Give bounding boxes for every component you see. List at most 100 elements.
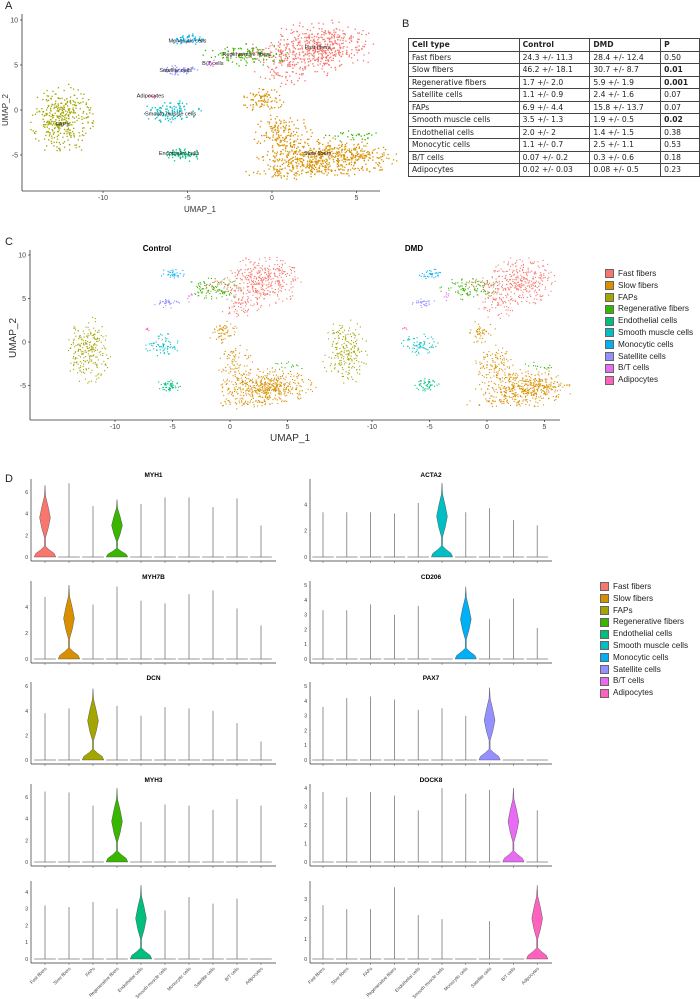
data-point — [226, 380, 228, 382]
data-point — [245, 385, 247, 387]
data-point — [284, 390, 286, 392]
data-point — [326, 44, 329, 46]
data-point — [272, 166, 275, 168]
data-point — [357, 49, 359, 52]
data-point — [356, 46, 358, 48]
data-point — [529, 294, 531, 296]
data-point — [518, 400, 520, 402]
data-point — [529, 290, 531, 292]
data-point — [324, 49, 326, 52]
data-point — [246, 358, 248, 360]
data-point — [56, 135, 58, 138]
data-point — [519, 270, 521, 272]
data-point — [172, 274, 174, 276]
data-point — [306, 42, 308, 44]
data-point — [189, 155, 191, 157]
data-point — [545, 379, 547, 381]
data-point — [176, 38, 179, 40]
data-point — [171, 387, 173, 389]
data-point — [276, 384, 278, 386]
data-point — [259, 49, 261, 51]
data-point — [272, 371, 274, 373]
data-point — [242, 382, 244, 384]
data-point — [246, 293, 248, 295]
data-point — [160, 120, 162, 123]
data-point — [66, 100, 69, 102]
data-point — [236, 391, 238, 393]
data-point — [395, 153, 397, 155]
data-point — [308, 55, 310, 57]
data-point — [172, 152, 174, 154]
data-point — [238, 314, 240, 316]
data-point — [231, 360, 233, 362]
data-point — [333, 37, 335, 39]
panel-label-b: B — [402, 18, 410, 30]
data-point — [53, 136, 56, 139]
data-point — [278, 283, 280, 285]
data-point — [298, 25, 301, 27]
data-point — [250, 277, 252, 279]
data-point — [268, 276, 270, 278]
data-point — [315, 43, 318, 46]
data-point — [281, 267, 283, 269]
data-point — [234, 48, 236, 50]
data-point — [172, 302, 174, 304]
data-point — [542, 385, 544, 387]
data-point — [485, 391, 487, 393]
data-point — [310, 39, 312, 42]
data-point — [310, 173, 312, 175]
data-point — [226, 320, 228, 322]
data-point — [375, 162, 377, 164]
data-point — [282, 285, 284, 287]
data-point — [223, 326, 225, 328]
data-point — [238, 372, 240, 374]
data-point — [226, 284, 228, 286]
data-point — [366, 152, 368, 154]
data-point — [508, 289, 510, 291]
data-point — [267, 121, 269, 123]
data-point — [102, 336, 104, 338]
data-point — [271, 402, 273, 404]
data-point — [253, 406, 255, 408]
data-point — [166, 70, 168, 73]
data-point — [72, 100, 74, 102]
data-point — [31, 114, 34, 116]
data-point — [266, 284, 268, 286]
data-point — [527, 269, 529, 271]
data-point — [286, 145, 288, 147]
data-point — [179, 157, 181, 160]
data-point — [180, 108, 182, 110]
data-point — [503, 386, 505, 388]
data-point — [327, 145, 330, 147]
data-point — [222, 338, 224, 340]
x-tick-label: 0 — [228, 424, 232, 431]
data-point — [315, 386, 317, 388]
data-point — [261, 52, 263, 54]
data-point — [202, 40, 204, 42]
data-point — [332, 156, 334, 158]
data-point — [245, 60, 247, 62]
data-point — [384, 149, 387, 151]
data-point — [188, 34, 190, 36]
data-point — [321, 50, 323, 52]
data-point — [327, 31, 330, 34]
data-point — [492, 282, 494, 284]
data-point — [190, 154, 192, 156]
data-point — [343, 158, 346, 161]
data-point — [167, 115, 169, 117]
data-point — [488, 310, 490, 312]
data-point — [169, 113, 171, 115]
data-point — [342, 33, 344, 35]
data-point — [270, 384, 272, 386]
data-point — [482, 277, 484, 279]
data-point — [345, 53, 347, 55]
data-point — [234, 381, 236, 383]
data-point — [248, 174, 250, 176]
data-point — [289, 142, 292, 144]
data-point — [241, 299, 243, 301]
data-point — [529, 271, 531, 273]
data-point — [533, 379, 535, 381]
data-point — [301, 48, 303, 50]
data-point — [545, 394, 547, 396]
data-point — [524, 384, 526, 386]
